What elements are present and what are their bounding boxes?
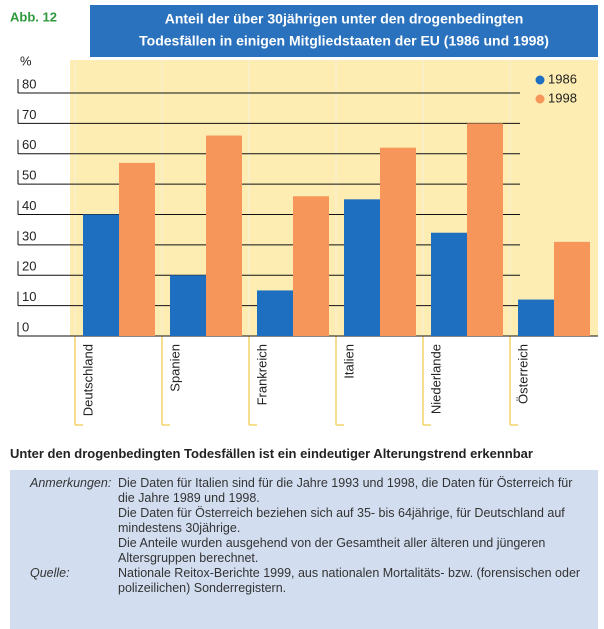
bar (170, 275, 206, 336)
x-tick-label: Deutschland (80, 344, 95, 416)
y-tick-label: 50 (22, 168, 36, 183)
bar (518, 299, 554, 336)
bar (293, 196, 329, 336)
x-tick-label: Spanien (167, 344, 182, 392)
y-tick-label: 0 (22, 319, 29, 334)
bar (380, 147, 416, 336)
legend-marker (535, 94, 545, 104)
y-tick-label: 60 (22, 137, 36, 152)
chart-title: Todesfällen in einigen Mitgliedstaaten d… (139, 33, 549, 49)
bar (83, 214, 119, 336)
notes-box: Anmerkungen: Die Daten für Italien sind f… (10, 470, 598, 629)
note-text: Die Daten für Österreich beziehen sich a… (118, 506, 565, 535)
note-row: Quelle: Nationale Reitox-Berichte 1999, a… (18, 566, 590, 596)
legend-marker (535, 75, 545, 85)
note-row: Die Daten für Österreich beziehen sich a… (18, 506, 590, 536)
note-label: Anmerkungen: (30, 476, 112, 490)
y-tick-label: 10 (22, 289, 36, 304)
y-tick-label: 70 (22, 107, 36, 122)
y-tick-label: 80 (22, 76, 36, 91)
note-label (18, 536, 118, 566)
note-text: Die Daten für Italien sind für die Jahre… (118, 476, 573, 505)
bar (431, 232, 467, 336)
chart-title: Anteil der über 30jährigen unter den dro… (165, 11, 524, 27)
bar (257, 290, 293, 336)
bar (554, 241, 590, 336)
note-row: Anmerkungen: Die Daten für Italien sind f… (18, 476, 590, 506)
title-box (90, 5, 598, 57)
bar (467, 123, 503, 336)
note-text: Nationale Reitox-Berichte 1999, aus nati… (118, 566, 581, 595)
y-unit: % (20, 53, 32, 68)
note-label (18, 506, 118, 536)
legend-label: 1986 (548, 71, 577, 86)
bar (206, 135, 242, 336)
bar (344, 199, 380, 336)
note-label: Quelle: (30, 566, 70, 580)
caption: Unter den drogenbedingten Todesfällen is… (10, 446, 533, 461)
y-tick-label: 30 (22, 228, 36, 243)
chart: Abb. 12 Anteil der über 30jährigen unter… (10, 5, 598, 426)
note-row: Die Anteile wurden ausgehend von der Ges… (18, 536, 590, 566)
y-tick-label: 20 (22, 259, 36, 274)
x-tick-label: Niederlande (428, 344, 443, 414)
x-tick-label: Österreich (515, 344, 530, 404)
x-tick-label: Italien (341, 344, 356, 379)
figure-label: Abb. 12 (10, 9, 57, 24)
note-text: Die Anteile wurden ausgehend von der Ges… (118, 536, 546, 565)
legend-label: 1998 (548, 90, 577, 105)
x-tick-label: Frankreich (254, 344, 269, 405)
y-tick-label: 40 (22, 198, 36, 213)
bar (119, 162, 155, 336)
